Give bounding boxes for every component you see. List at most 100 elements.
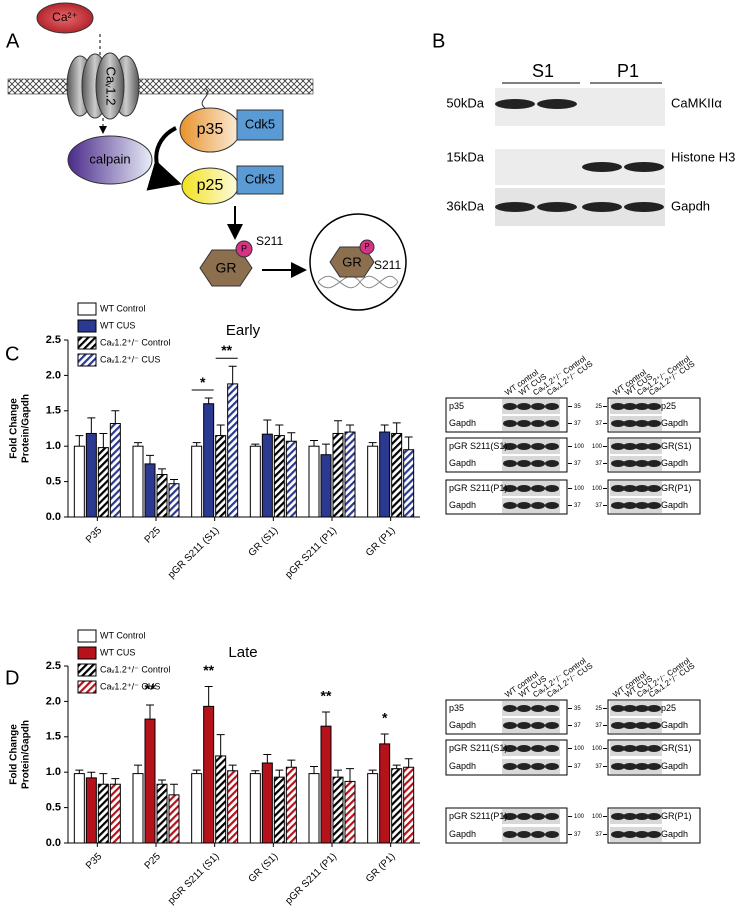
band	[503, 502, 517, 509]
blot-label: CaMKIIα	[671, 95, 722, 110]
x-tick-label: GR (S1)	[247, 851, 281, 885]
marker-label: 37	[595, 503, 602, 509]
bar	[403, 766, 415, 844]
band	[517, 460, 531, 467]
y-tick-label: 0.0	[46, 511, 61, 523]
error-bar	[287, 759, 296, 768]
legend-label: Caᵥ1.2⁺/⁻ Control	[100, 337, 170, 347]
blot-label: GR(S1)	[661, 441, 692, 451]
band	[623, 485, 637, 492]
band	[517, 420, 531, 427]
band	[531, 485, 545, 492]
error-bar	[368, 442, 377, 447]
bar	[285, 766, 297, 844]
bar	[156, 783, 168, 844]
legend-label: Caᵥ1.2⁺/⁻ CUS	[100, 681, 160, 691]
p35-label: p35	[197, 121, 224, 138]
legend-label: Caᵥ1.2⁺/⁻ Control	[100, 664, 170, 674]
bar	[144, 718, 156, 844]
bar	[332, 432, 344, 518]
y-tick-label: 2.0	[46, 369, 61, 381]
error-bar	[216, 424, 225, 436]
channel-subunit	[95, 52, 125, 120]
panel-letter: A	[6, 30, 20, 52]
band	[503, 403, 517, 410]
error-bar	[158, 468, 166, 475]
phospho	[359, 239, 375, 255]
bar	[97, 783, 109, 844]
group-label: P1	[617, 61, 639, 81]
band	[623, 831, 637, 838]
band	[495, 202, 535, 212]
band	[635, 485, 649, 492]
error-bar	[380, 424, 389, 433]
error-bar	[263, 754, 272, 763]
channel-label: Caᵥ1.2	[104, 67, 119, 106]
bar	[285, 440, 297, 518]
blot-label: p35	[449, 401, 464, 411]
calcium	[36, 2, 94, 34]
phospho-label: P	[364, 242, 369, 251]
blot-label: pGR S211(S1)	[449, 743, 507, 753]
error-bar	[228, 764, 237, 771]
marker-label: 100	[592, 486, 603, 492]
band	[635, 831, 649, 838]
band	[647, 443, 661, 450]
band	[611, 722, 625, 729]
cdk5-label: Cdk5	[245, 116, 275, 131]
anchor	[201, 87, 209, 109]
legend-swatch	[77, 680, 97, 694]
band	[647, 705, 661, 712]
x-tick-label: pGR S211 (S1)	[166, 851, 222, 907]
y-tick-label: 0.5	[46, 476, 61, 488]
band	[531, 831, 545, 838]
x-tick-label: pGR S211 (P1)	[283, 525, 339, 581]
marker-label: 100	[574, 746, 585, 752]
legend-swatch	[77, 629, 97, 643]
blot-label: GR(P1)	[661, 811, 692, 821]
blot-box	[607, 739, 701, 776]
band	[647, 722, 661, 729]
bar	[261, 762, 273, 844]
band	[647, 502, 661, 509]
blot-label: Gapdh	[661, 720, 688, 730]
marker-label: 25	[595, 404, 602, 410]
band	[545, 502, 559, 509]
bar	[320, 725, 332, 844]
band	[623, 813, 637, 820]
marker-label: 100	[574, 486, 585, 492]
band	[647, 831, 661, 838]
bar	[73, 445, 85, 518]
y-tick-label: 0.5	[46, 802, 61, 814]
marker-label: 100	[592, 444, 603, 450]
bar	[308, 773, 320, 844]
p25-label: p25	[197, 177, 224, 194]
blot-label: Gapdh	[449, 761, 476, 771]
membrane	[7, 78, 314, 95]
x-tick-label: GR (P1)	[364, 851, 398, 885]
band	[531, 813, 545, 820]
phospho-label: P	[241, 243, 247, 253]
blot-label: Gapdh	[661, 500, 688, 510]
legend-swatch	[77, 302, 97, 316]
error-bar	[310, 766, 318, 774]
error-bar	[111, 410, 120, 424]
band	[517, 813, 531, 820]
gr-label: GR	[216, 260, 237, 276]
legend-label: WT CUS	[100, 320, 135, 330]
marker-label: 36kDa	[446, 198, 484, 213]
bar	[132, 445, 144, 518]
band	[531, 763, 545, 770]
bar	[215, 755, 227, 844]
marker-label: 37	[595, 832, 602, 838]
error-bar	[275, 769, 284, 778]
blot-label: Gapdh	[661, 761, 688, 771]
blot-box	[607, 437, 701, 473]
band	[623, 763, 637, 770]
band	[623, 460, 637, 467]
band	[517, 722, 531, 729]
bar	[109, 423, 121, 518]
bar	[273, 435, 285, 518]
y-axis-label: Protein/Gapdh	[21, 394, 32, 463]
bar	[215, 435, 227, 518]
